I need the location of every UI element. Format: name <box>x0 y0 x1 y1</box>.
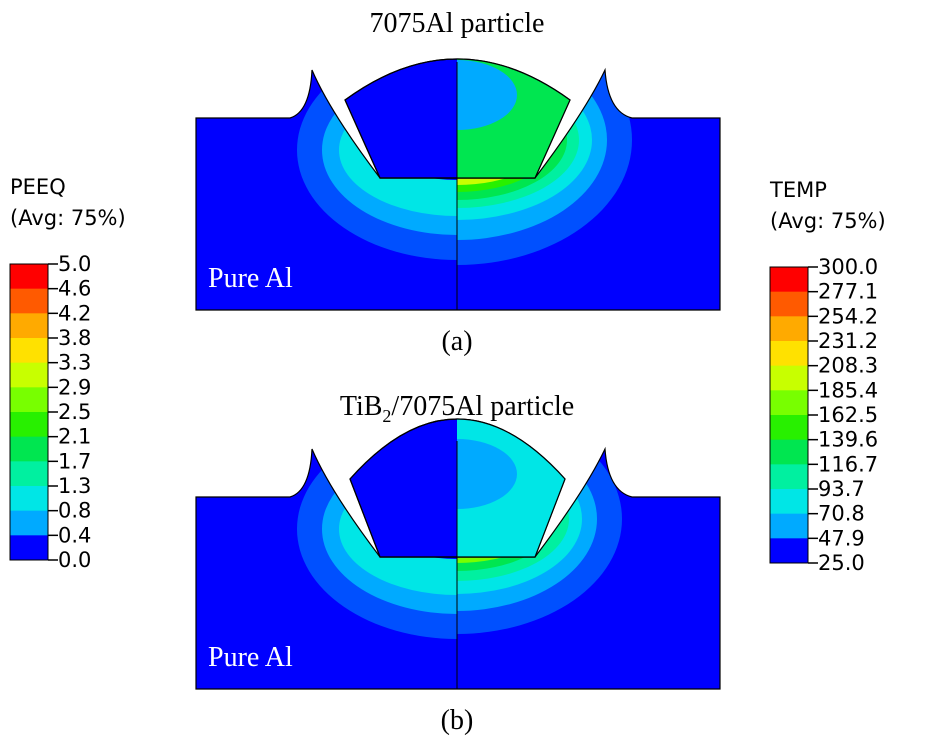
legend-subtitle: (Avg: 75%) <box>770 209 886 233</box>
legend-band <box>10 362 48 388</box>
legend-label: 4.2 <box>58 301 91 325</box>
legend: TEMP(Avg: 75%)300.0277.1254.2231.2208.31… <box>769 178 886 575</box>
legend-band <box>10 288 48 314</box>
legend-title: TEMP <box>769 178 827 202</box>
legend-label: 1.7 <box>58 449 91 473</box>
legend-label: 185.4 <box>818 378 878 402</box>
legend-label: 2.5 <box>58 400 91 424</box>
title-part: TiB <box>340 391 383 422</box>
legend-label: 162.5 <box>818 403 878 427</box>
legend-label: 70.8 <box>818 502 865 526</box>
contour-band <box>457 60 517 130</box>
legend-label: 2.1 <box>58 425 91 449</box>
legend-label: 0.0 <box>58 548 91 572</box>
legend-band <box>10 510 48 536</box>
legend-title: PEEQ <box>10 175 66 199</box>
legend-label: 208.3 <box>818 354 878 378</box>
legend-label: 139.6 <box>818 428 878 452</box>
title-part: 7075Al particle <box>370 8 545 39</box>
substrate-label: Pure Al <box>208 642 293 673</box>
legend-band <box>10 412 48 438</box>
particle-outline <box>344 58 571 179</box>
panel-title: 7075Al particle <box>370 8 545 39</box>
legend-band <box>770 316 808 342</box>
legend-band <box>770 291 808 317</box>
legend-label: 3.8 <box>58 326 91 350</box>
panel-caption: (a) <box>441 326 472 357</box>
particle-outline <box>349 418 566 558</box>
legend-label: 93.7 <box>818 477 865 501</box>
legend-band <box>770 538 808 564</box>
legend-label: 2.9 <box>58 375 91 399</box>
legend-label: 0.8 <box>58 499 91 523</box>
legend-band <box>770 365 808 391</box>
legend-band <box>10 387 48 413</box>
legend-label: 277.1 <box>818 280 878 304</box>
legend-band <box>10 313 48 339</box>
legend-band <box>770 415 808 441</box>
legend-label: 0.4 <box>58 523 91 547</box>
title-part: 2 <box>382 406 391 426</box>
legend-label: 5.0 <box>58 252 91 276</box>
legend: PEEQ(Avg: 75%)5.04.64.23.83.32.92.52.11.… <box>9 175 126 572</box>
legend-band <box>10 436 48 462</box>
panel-caption: (b) <box>441 705 474 736</box>
legend-band <box>10 264 48 290</box>
particle-contours <box>457 419 565 557</box>
particle-contours <box>457 59 570 178</box>
legend-band <box>10 461 48 487</box>
legend-label: 47.9 <box>818 526 865 550</box>
contour-band <box>457 439 517 509</box>
substrate-label: Pure Al <box>208 263 293 294</box>
legend-band <box>770 464 808 490</box>
legend-band <box>770 489 808 515</box>
legend-band <box>10 486 48 512</box>
legend-label: 4.6 <box>58 277 91 301</box>
legend-band <box>10 535 48 561</box>
legend-label: 231.2 <box>818 329 878 353</box>
legend-band <box>770 267 808 293</box>
legend-band <box>770 390 808 416</box>
legend-label: 3.3 <box>58 351 91 375</box>
legend-subtitle: (Avg: 75%) <box>10 206 126 230</box>
legend-band <box>770 513 808 539</box>
panel-title: TiB2/7075Al particle <box>340 391 574 426</box>
legend-label: 116.7 <box>818 452 878 476</box>
legend-label: 1.3 <box>58 474 91 498</box>
legend-band <box>770 341 808 367</box>
legend-label: 300.0 <box>818 255 878 279</box>
legend-label: 25.0 <box>818 551 865 575</box>
legend-band <box>770 439 808 465</box>
legend-label: 254.2 <box>818 304 878 328</box>
legend-band <box>10 338 48 364</box>
title-part: /7075Al particle <box>391 391 574 422</box>
contour-panel: Pure Al (a) <box>195 58 721 357</box>
contour-panel: Pure Al (b) <box>195 418 721 736</box>
